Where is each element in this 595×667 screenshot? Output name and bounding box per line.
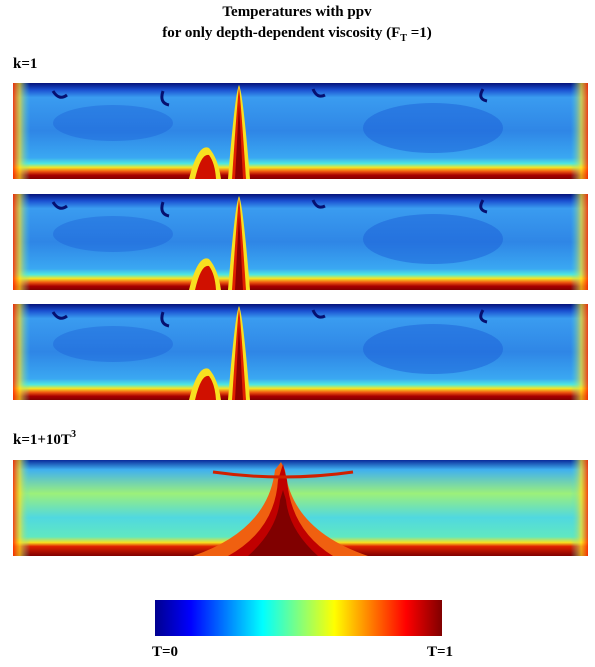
group-label: k=1+10T3 bbox=[13, 429, 76, 448]
colorbar bbox=[155, 600, 442, 636]
temperature-panel bbox=[11, 81, 590, 181]
temperature-panel bbox=[11, 192, 590, 292]
colorbar-max-label: T=1 bbox=[427, 644, 453, 660]
temperature-panel bbox=[11, 458, 590, 558]
group-label: k=1 bbox=[13, 56, 37, 72]
temperature-panel bbox=[11, 302, 590, 402]
colorbar-min-label: T=0 bbox=[152, 644, 178, 660]
subtitle: for only depth-dependent viscosity (FT =… bbox=[162, 25, 432, 44]
title: Temperatures with ppv bbox=[222, 4, 372, 20]
